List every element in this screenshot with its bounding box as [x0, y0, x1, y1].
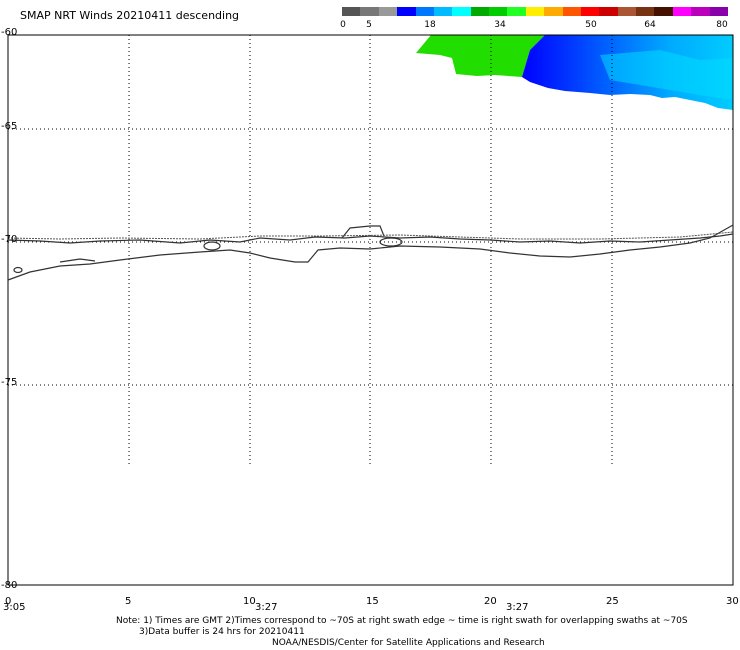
colorbar-swatch — [507, 7, 526, 16]
colorbar-swatch — [691, 7, 710, 16]
lat-label: -80 — [1, 580, 18, 591]
lon-label: 15 — [366, 596, 379, 607]
colorbar-swatch — [562, 7, 581, 16]
colorbar-swatch — [342, 7, 361, 16]
colorbar-label: 5 — [366, 20, 372, 30]
colorbar-swatch — [378, 7, 398, 16]
lat-label: -70 — [1, 234, 18, 245]
ice-shelf-edge — [7, 231, 734, 240]
footer-credit: NOAA/NESDIS/Center for Satellite Applica… — [272, 638, 545, 648]
colorbar-swatch — [415, 7, 434, 16]
colorbar-swatch — [636, 7, 655, 16]
lon-label: 20 — [484, 596, 497, 607]
wind-speed-colorbar — [342, 7, 728, 16]
colorbar-label: 80 — [716, 20, 728, 30]
time-label: 3:05 — [3, 602, 26, 613]
wind-swath-green — [416, 35, 545, 77]
lon-label: 0 — [5, 596, 12, 607]
lon-label: 10 — [243, 596, 256, 607]
colorbar-swatch — [452, 7, 471, 16]
colorbar-swatch — [397, 7, 416, 16]
colorbar-label: 34 — [494, 20, 506, 30]
map-title: SMAP NRT Winds 20210411 descending — [20, 9, 240, 22]
colorbar-swatch — [617, 7, 636, 16]
lat-label: -65 — [1, 121, 18, 132]
footer-note: 3)Data buffer is 24 hrs for 20210411 — [139, 627, 305, 637]
colorbar-label: 18 — [424, 20, 436, 30]
colorbar-swatch — [580, 7, 600, 16]
colorbar-swatch — [709, 7, 728, 16]
lon-label: 30 — [726, 596, 739, 607]
lat-label: -60 — [1, 27, 18, 38]
lon-label: 25 — [606, 596, 619, 607]
colorbar-swatch — [360, 7, 379, 16]
colorbar-swatch — [544, 7, 563, 16]
colorbar-swatch — [470, 7, 489, 16]
colorbar-label: 0 — [340, 20, 346, 30]
time-label: 3:27 — [506, 602, 529, 613]
colorbar-swatch — [433, 7, 453, 16]
map-grid — [8, 35, 733, 465]
colorbar-label: 50 — [585, 20, 597, 30]
time-label: 3:27 — [255, 602, 278, 613]
colorbar-swatch — [672, 7, 692, 16]
colorbar-swatch — [599, 7, 618, 16]
wind-swath-cyan-patch — [600, 50, 733, 100]
coastline — [7, 224, 734, 281]
lat-label: -75 — [1, 377, 18, 388]
colorbar-label: 64 — [644, 20, 656, 30]
colorbar-swatch — [525, 7, 545, 16]
colorbar-swatch — [654, 7, 673, 16]
map-frame — [7, 34, 734, 586]
footer-note: Note: 1) Times are GMT 2)Times correspon… — [116, 616, 688, 626]
colorbar-swatch — [489, 7, 508, 16]
lon-label: 5 — [125, 596, 132, 607]
